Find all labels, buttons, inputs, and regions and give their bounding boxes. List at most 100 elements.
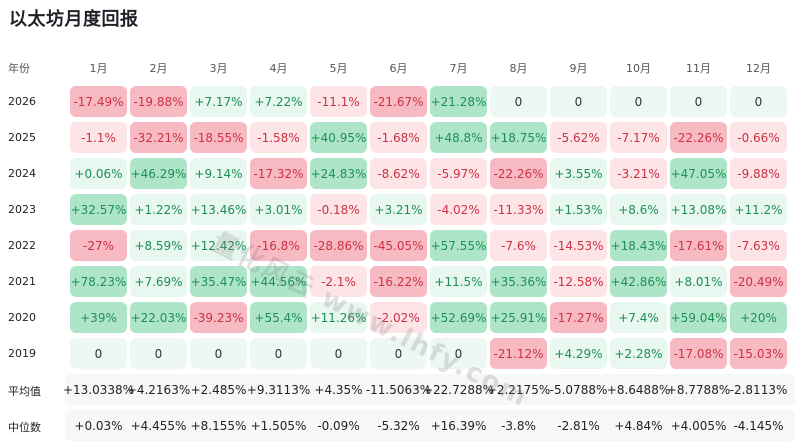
month-header: 4月 [269,62,288,75]
summary-cell: +13.0338% [62,382,135,397]
return-cell: -8.62% [370,158,427,189]
return-cell: +7.69% [130,266,187,297]
summary-cell: +16.39% [430,418,487,433]
summary-cell: -0.09% [317,418,360,433]
year-label: 2019 [8,347,36,360]
return-cell: 0 [70,338,127,369]
return-cell: -17.27% [550,302,607,333]
return-cell: 0 [250,338,307,369]
return-cell: -22.26% [490,158,547,189]
return-cell: +48.8% [430,122,487,153]
return-cell: -2.1% [310,266,367,297]
return-cell: -39.23% [190,302,247,333]
return-cell: 0 [730,86,787,117]
summary-cell: +0.03% [74,418,123,433]
return-cell: -7.63% [730,230,787,261]
month-header: 5月 [329,62,348,75]
summary-cell: -5.32% [377,418,420,433]
year-label: 2024 [8,167,36,180]
return-cell: -5.62% [550,122,607,153]
return-cell: -27% [70,230,127,261]
return-cell: -0.18% [310,194,367,225]
return-cell: +18.75% [490,122,547,153]
year-column-header: 年份 [8,62,30,75]
return-cell: -14.53% [550,230,607,261]
return-cell: -12.58% [550,266,607,297]
summary-label: 平均值 [8,385,41,398]
return-cell: +39% [70,302,127,333]
return-cell: +7.22% [250,86,307,117]
month-header: 8月 [509,62,528,75]
return-cell: +35.36% [490,266,547,297]
return-cell: +11.5% [430,266,487,297]
month-header: 3月 [209,62,228,75]
return-cell: -5.97% [430,158,487,189]
return-cell: +8.59% [130,230,187,261]
return-cell: +11.2% [730,194,787,225]
return-cell: -0.66% [730,122,787,153]
summary-cell: -2.8113% [729,382,788,397]
year-label: 2025 [8,131,36,144]
return-cell: 0 [490,86,547,117]
return-cell: -1.68% [370,122,427,153]
return-cell: +57.55% [430,230,487,261]
summary-cell: +1.505% [250,418,307,433]
return-cell: -11.1% [310,86,367,117]
return-cell: +78.23% [70,266,127,297]
return-cell: +7.4% [610,302,667,333]
return-cell: -28.86% [310,230,367,261]
summary-cell: +8.6488% [606,382,671,397]
month-header: 1月 [89,62,108,75]
year-label: 2020 [8,311,36,324]
return-cell: +18.43% [610,230,667,261]
month-header: 11月 [686,62,711,75]
return-cell: -17.08% [670,338,727,369]
month-header: 9月 [569,62,588,75]
return-cell: 0 [310,338,367,369]
return-cell: +8.01% [670,266,727,297]
summary-row-background [65,410,795,441]
summary-cell: +8.155% [190,418,247,433]
summary-cell: +8.7788% [666,382,731,397]
return-cell: +25.91% [490,302,547,333]
summary-cell: -3.8% [501,418,536,433]
return-cell: 0 [190,338,247,369]
return-cell: +9.14% [190,158,247,189]
return-cell: -20.49% [730,266,787,297]
return-cell: +11.26% [310,302,367,333]
return-cell: +13.46% [190,194,247,225]
return-cell: +42.86% [610,266,667,297]
summary-cell: +4.455% [130,418,187,433]
return-cell: +20% [730,302,787,333]
summary-cell: -5.0788% [549,382,608,397]
summary-cell: -11.5063% [365,382,432,397]
return-cell: +55.4% [250,302,307,333]
return-cell: -45.05% [370,230,427,261]
return-cell: -1.58% [250,122,307,153]
return-cell: -17.32% [250,158,307,189]
return-cell: +3.21% [370,194,427,225]
return-cell: 0 [130,338,187,369]
year-label: 2021 [8,275,36,288]
summary-cell: -4.145% [733,418,784,433]
return-cell: -16.22% [370,266,427,297]
return-cell: +3.55% [550,158,607,189]
return-cell: -19.88% [130,86,187,117]
return-cell: +52.69% [430,302,487,333]
return-cell: -17.61% [670,230,727,261]
return-cell: +7.17% [190,86,247,117]
return-cell: -3.21% [610,158,667,189]
return-cell: -7.17% [610,122,667,153]
return-cell: +40.95% [310,122,367,153]
return-cell: +44.56% [250,266,307,297]
return-cell: +8.6% [610,194,667,225]
return-cell: -7.6% [490,230,547,261]
return-cell: -16.8% [250,230,307,261]
return-cell: 0 [370,338,427,369]
summary-cell: +2.2175% [486,382,551,397]
return-cell: +0.06% [70,158,127,189]
month-header: 12月 [746,62,771,75]
summary-cell: -2.81% [557,418,600,433]
page-title: 以太坊月度回报 [9,9,139,30]
return-cell: +2.28% [610,338,667,369]
